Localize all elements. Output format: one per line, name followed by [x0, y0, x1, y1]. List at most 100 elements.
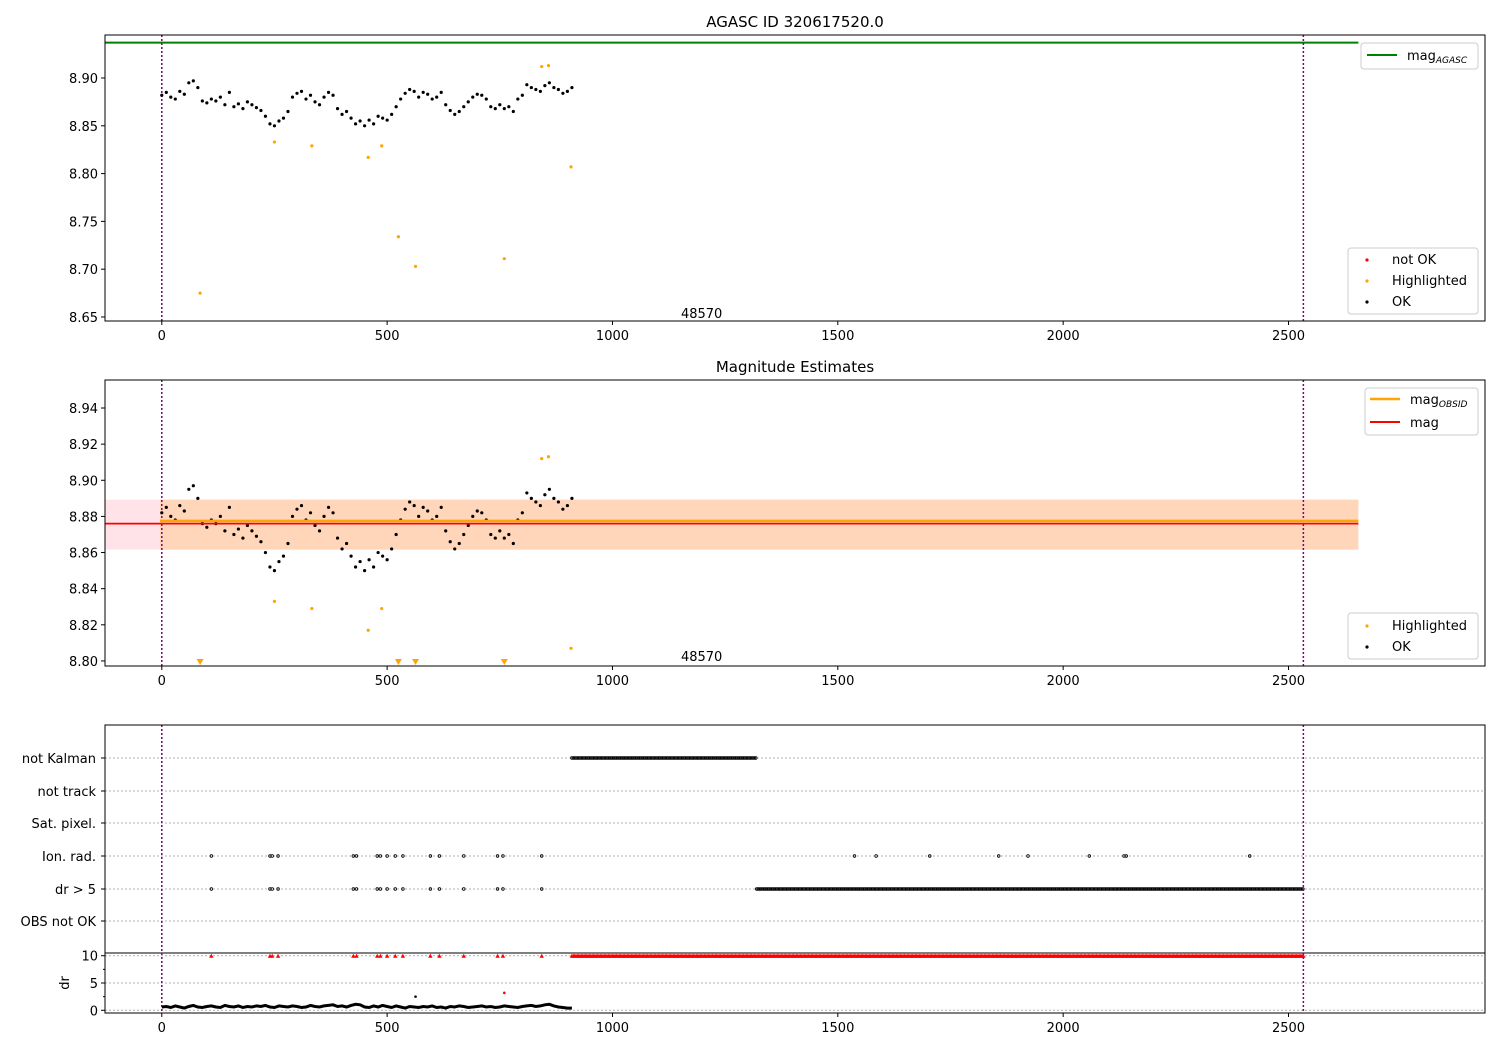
flag-point	[276, 887, 280, 891]
ok-point	[412, 89, 416, 93]
ok-point	[376, 114, 380, 118]
ok-point	[507, 105, 511, 109]
highlighted-point	[396, 235, 400, 239]
y-tick-label: 8.80	[69, 168, 98, 183]
ok-point	[403, 507, 407, 511]
x-tick-label: 500	[375, 674, 400, 689]
ok-point	[498, 529, 502, 533]
dr-clipped-marker	[1301, 953, 1306, 958]
below-range-triangle-marker	[412, 659, 420, 665]
ok-point	[263, 114, 268, 118]
y-tick-label: 8.75	[69, 215, 98, 230]
flag-point	[462, 887, 466, 891]
ok-point	[227, 505, 231, 509]
y-tick-label: 0	[90, 1004, 98, 1019]
ok-point	[236, 527, 241, 531]
flag-point	[354, 854, 359, 858]
highlighted-point	[540, 64, 544, 69]
highlighted-point	[546, 63, 551, 68]
ok-point	[444, 103, 448, 107]
legend-label-mag-obsid: magOBSID	[1410, 393, 1468, 410]
ok-point	[570, 85, 574, 90]
ok-point	[430, 97, 434, 101]
ok-point	[209, 97, 213, 101]
panel1-annotation: 48570	[681, 307, 722, 322]
ok-point	[290, 514, 295, 519]
ok-point	[196, 85, 200, 90]
ok-point	[169, 514, 173, 519]
legend-marker-ok	[1365, 645, 1369, 649]
ok-point	[335, 107, 340, 111]
ok-point	[561, 507, 565, 511]
dr-outlier-point	[503, 991, 506, 995]
dr-clipped-marker	[495, 953, 500, 958]
panel2-axes: 0 500 1000 1500 2000 2500 8.80 8.82 8.84 8.86 8.88…	[69, 379, 1486, 689]
flag-point	[276, 854, 280, 858]
x-tick-label: 0	[158, 1021, 166, 1036]
y-tick-label: 5	[90, 977, 98, 992]
ok-point	[408, 87, 412, 92]
ok-point	[362, 124, 367, 128]
x-tick-label: 1000	[596, 329, 629, 344]
ok-point	[534, 500, 538, 504]
x-tick-label: 1500	[821, 1021, 854, 1036]
x-tick-label: 1500	[821, 329, 854, 344]
ok-point	[205, 101, 209, 105]
dr-clipped-marker	[393, 953, 398, 958]
x-tick-label: 2000	[1047, 674, 1080, 689]
panel2-title: Magnitude Estimates	[716, 358, 874, 376]
legend-label-highlighted: Highlighted	[1392, 619, 1467, 634]
ok-point	[543, 493, 547, 497]
dr-clipped-marker	[375, 953, 380, 958]
category-label: Sat. pixel.	[32, 817, 96, 832]
ok-point	[340, 112, 344, 116]
highlighted-point	[310, 606, 314, 611]
flag-point	[540, 887, 544, 891]
ok-point	[358, 119, 362, 123]
ok-point	[295, 507, 299, 511]
dr-clipped-marker	[384, 953, 390, 958]
flag-point	[540, 854, 544, 858]
ok-point	[263, 550, 268, 555]
panel1-axes: 0 500 1000 1500 2000 2500 8.65 8.70 8.75 8.80 8.85…	[69, 34, 1486, 344]
ok-point	[160, 93, 164, 97]
x-tick-label: 2500	[1272, 329, 1305, 344]
dr-clipped-marker	[437, 953, 442, 958]
ok-point	[462, 532, 466, 537]
ok-point	[475, 509, 479, 513]
x-tick-label: 500	[375, 1021, 400, 1036]
ok-point	[516, 97, 520, 101]
highlighted-point	[569, 646, 573, 650]
flag-point	[437, 854, 442, 858]
x-tick-label: 0	[158, 329, 166, 344]
dr-clipped-marker	[354, 953, 359, 958]
ok-point	[529, 85, 533, 90]
ok-point	[565, 503, 570, 508]
ok-point	[381, 116, 385, 120]
ok-point	[511, 109, 515, 114]
ok-point	[250, 103, 254, 107]
ok-point	[448, 108, 452, 113]
legend-marker-ok	[1365, 300, 1369, 304]
ok-point	[286, 109, 290, 114]
ok-point	[178, 89, 182, 93]
ok-point	[178, 503, 182, 508]
ok-point	[457, 541, 461, 546]
ok-point	[493, 536, 497, 540]
ok-point	[254, 534, 259, 538]
axes-frame	[104, 379, 1486, 667]
ok-point	[466, 523, 470, 528]
axes-frame	[104, 34, 1486, 322]
flag-point	[378, 887, 383, 891]
ok-point	[534, 87, 538, 92]
ok-point	[214, 99, 218, 103]
ok-point	[408, 500, 412, 504]
ok-point	[556, 500, 560, 504]
ok-point	[493, 107, 497, 111]
flag-point	[1087, 854, 1091, 858]
highlighted-point	[413, 264, 418, 268]
ok-point	[205, 525, 209, 529]
ok-point	[538, 89, 542, 93]
ok-point	[480, 93, 484, 97]
